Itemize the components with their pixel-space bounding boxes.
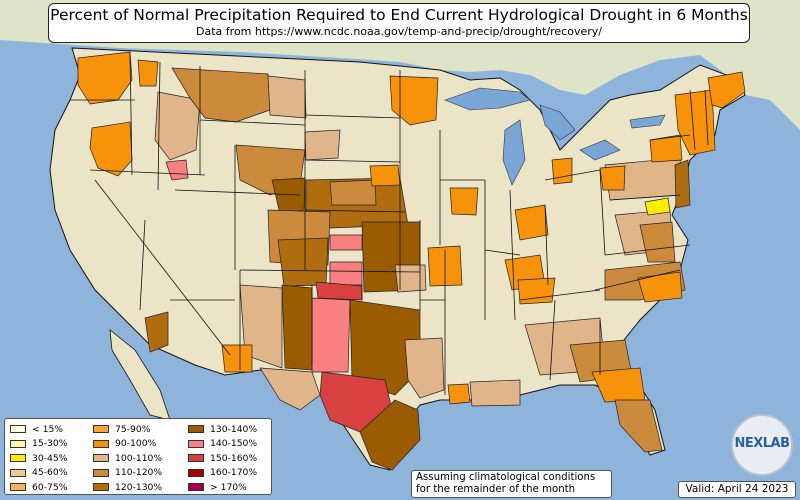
legend-item: 90-100% <box>93 437 162 452</box>
region-or-central <box>89 121 133 177</box>
region-tx-south <box>359 399 421 471</box>
region-mt-east <box>267 75 307 119</box>
legend-label: 15-30% <box>32 438 68 450</box>
legend-item: 160-170% <box>188 466 257 481</box>
nexlab-logo: NEXLAB <box>731 414 793 476</box>
legend-label: 140-150% <box>210 438 258 450</box>
legend-item: > 170% <box>188 480 257 495</box>
region-az-south <box>221 344 253 373</box>
legend-swatch <box>10 454 26 463</box>
legend-label: 75-90% <box>115 423 151 435</box>
legend: < 15% 15-30% 30-45% 45-60% 60-75% 75-90% 90-10… <box>4 418 272 495</box>
legend-item: 30-45% <box>10 451 67 466</box>
region-va-east <box>639 221 676 263</box>
legend-label: < 15% <box>32 423 64 435</box>
region-ia <box>449 187 479 216</box>
legend-column: 75-90% 90-100% 100-110% 110-120% 120-130% <box>93 422 162 495</box>
region-nc-east <box>637 271 683 303</box>
legend-item: 140-150% <box>188 437 257 452</box>
region-new-england <box>674 89 716 156</box>
region-mi-south <box>551 157 573 185</box>
legend-item: < 15% <box>10 422 67 437</box>
legend-label: 150-160% <box>210 452 258 464</box>
valid-date: Valid: April 24 2023 <box>678 481 796 498</box>
map-subtitle: Data from https://www.ncdc.noaa.gov/temp… <box>196 25 602 38</box>
legend-column: < 15% 15-30% 30-45% 45-60% 60-75% <box>10 422 67 495</box>
note-line-1: Assuming climatological conditions <box>416 472 596 483</box>
note-line-2: for the remainder of the month <box>416 484 576 495</box>
legend-item: 60-75% <box>10 480 67 495</box>
region-ne-light <box>329 179 377 206</box>
legend-swatch <box>93 439 109 448</box>
legend-label: 60-75% <box>32 481 68 493</box>
region-tn <box>517 277 556 305</box>
state-borders <box>70 51 709 395</box>
map-title: Percent of Normal Precipitation Required… <box>50 6 748 24</box>
legend-swatch <box>10 425 26 434</box>
region-pa-west <box>599 165 626 191</box>
region-id-north <box>137 59 159 87</box>
region-tx-west <box>259 367 321 411</box>
region-il <box>514 204 549 241</box>
legend-item: 15-30% <box>10 437 67 452</box>
legend-item: 120-130% <box>93 480 162 495</box>
legend-column: 130-140% 140-150% 150-160% 160-170% > 170% <box>188 422 257 495</box>
region-sd-west <box>304 129 341 161</box>
drought-regions <box>77 51 746 471</box>
legend-label: 110-120% <box>115 467 163 479</box>
region-ms-al-coast <box>469 379 521 407</box>
note-box: Assuming climatological conditions for t… <box>411 470 612 498</box>
legend-swatch <box>93 454 109 463</box>
legend-item: 75-90% <box>93 422 162 437</box>
region-az <box>144 311 169 353</box>
region-fl <box>614 399 663 453</box>
region-tx-panhandle-pink <box>311 297 351 373</box>
baja-peninsula <box>109 329 171 421</box>
legend-item: 100-110% <box>93 451 162 466</box>
legend-item: 150-160% <box>188 451 257 466</box>
legend-label: 130-140% <box>210 423 258 435</box>
great-lakes <box>444 87 666 186</box>
region-co-east <box>277 237 329 287</box>
legend-swatch <box>93 425 109 434</box>
region-wy-east <box>271 177 306 215</box>
legend-item: 130-140% <box>188 422 257 437</box>
legend-swatch <box>10 483 26 492</box>
legend-label: 160-170% <box>210 467 258 479</box>
legend-label: 90-100% <box>115 438 157 450</box>
legend-item: 110-120% <box>93 466 162 481</box>
legend-swatch <box>93 483 109 492</box>
legend-label: 30-45% <box>32 452 68 464</box>
legend-swatch <box>93 468 109 477</box>
region-ks-pink <box>329 234 363 251</box>
region-la-coast <box>447 383 471 405</box>
region-maine <box>707 71 746 109</box>
legend-swatch <box>188 454 204 463</box>
region-tx-central <box>349 299 421 396</box>
legend-label: > 170% <box>210 481 247 493</box>
region-nm <box>281 284 313 371</box>
region-mn <box>389 75 439 126</box>
legend-swatch <box>188 468 204 477</box>
legend-item: 45-60% <box>10 466 67 481</box>
legend-label: 100-110% <box>115 452 163 464</box>
region-mn-south <box>369 164 401 187</box>
legend-swatch <box>188 483 204 492</box>
region-id-pink <box>165 159 189 181</box>
region-nj <box>674 159 691 209</box>
legend-swatch <box>10 468 26 477</box>
legend-swatch <box>188 425 204 434</box>
region-ok-pink <box>329 261 363 286</box>
region-la <box>404 337 445 399</box>
region-ny <box>649 134 683 163</box>
region-md-yellow <box>644 197 671 216</box>
legend-swatch <box>188 439 204 448</box>
title-box: Percent of Normal Precipitation Required… <box>48 3 750 43</box>
logo-text: NEXLAB <box>734 436 790 451</box>
legend-label: 120-130% <box>115 481 163 493</box>
legend-label: 45-60% <box>32 467 68 479</box>
legend-swatch <box>10 439 26 448</box>
